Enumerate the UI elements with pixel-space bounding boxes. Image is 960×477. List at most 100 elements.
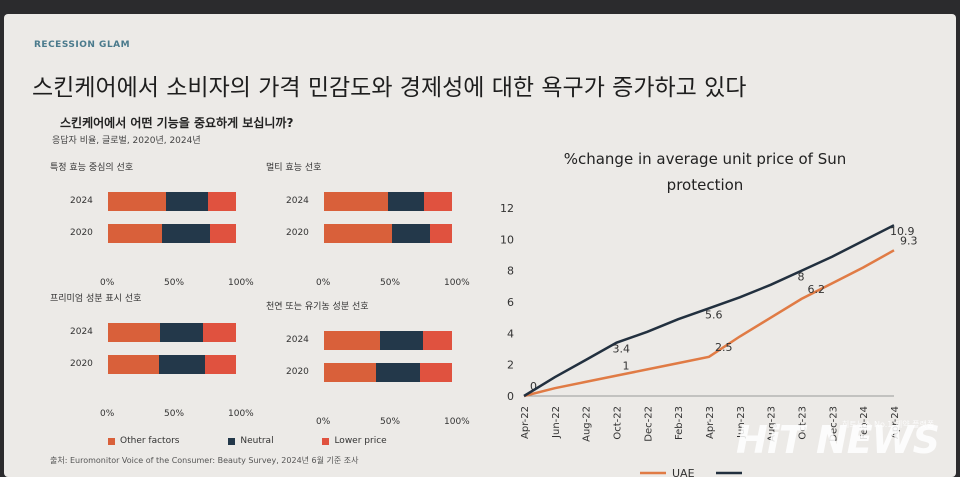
row-label-2020: 2020 (286, 228, 309, 238)
x-tick-label: Feb-23 (674, 406, 685, 440)
bar-panel-premium: 프리미엄 성분 표시 선호 2024 2020 0% 50% 100% (50, 291, 254, 431)
bar-segment-neutral (165, 192, 208, 211)
y-tick-label: 10 (500, 233, 514, 246)
x-tick-label: Oct-22 (613, 406, 624, 440)
hitnews-logo: HiT NEWS (736, 418, 940, 462)
slide: RECESSION GLAM 스킨케어에서 소비자의 가격 민감도와 경제성에 … (4, 14, 956, 477)
survey-question: 스킨케어에서 어떤 기능을 중요하게 보십니까? (60, 116, 294, 130)
data-label: 0 (530, 380, 537, 393)
data-label: 6.2 (808, 283, 826, 296)
x-tick-label: Jun-23 (736, 406, 747, 439)
bar-segment-lower (420, 363, 452, 382)
bar-segment-neutral (376, 363, 420, 382)
line-chart: %change in average unit price of Sun prot… (500, 150, 918, 477)
data-label: 1 (623, 360, 630, 373)
x-tick-label: Feb-24 (859, 406, 870, 440)
bar-segment-lower (423, 192, 452, 211)
series-line-uae (523, 249, 895, 398)
slide-headline: 스킨케어에서 소비자의 가격 민감도와 경제성에 대한 욕구가 증가하고 있다 (32, 75, 747, 101)
y-tick-label: 2 (507, 359, 514, 372)
axis-tick-label: 0% (100, 278, 115, 288)
data-label: 2.5 (715, 341, 733, 354)
data-label: 10.9 (890, 225, 915, 238)
legend-label-lower: Lower price (334, 436, 387, 446)
x-tick-label: Aug-22 (582, 406, 593, 442)
bar-panel-specific: 특정 효능 중심의 선호 2024 2020 0% 50% 100% (50, 160, 254, 300)
bar-segment-lower (210, 224, 236, 243)
source-footnote: 출처: Euromonitor Voice of the Consumer: B… (50, 456, 359, 465)
axis-tick-label: 0% (316, 278, 331, 288)
panel-title: 프리미엄 성분 표시 선호 (50, 294, 142, 304)
bar-segment-other (324, 192, 388, 211)
brand-label: RECESSION GLAM (34, 40, 131, 50)
axis-tick-label: 50% (380, 278, 401, 288)
x-tick-label: Apr-23 (705, 406, 716, 439)
legend-swatch-lower (322, 437, 330, 445)
x-tick-label: Dec-22 (643, 406, 654, 442)
bar-segment-other (108, 355, 160, 374)
row-label-2024: 2024 (70, 327, 93, 337)
data-label: 8 (798, 271, 805, 284)
x-tick-label: Apr-22 (520, 406, 531, 439)
panel-title: 멀티 효능 선호 (266, 163, 322, 173)
bar-segment-other (324, 224, 392, 243)
bar-segment-other (108, 224, 162, 243)
x-tick-label: Apr-24 (890, 406, 901, 439)
axis-tick-label: 50% (164, 409, 185, 419)
legend-label-other: Other factors (120, 436, 180, 446)
bar-segment-other (324, 363, 377, 382)
axis-tick-label: 0% (316, 417, 331, 427)
series-line-series-1 (523, 224, 895, 398)
axis-tick-label: 100% (444, 278, 470, 288)
row-label-2020: 2020 (70, 359, 93, 369)
panel-title: 천연 또는 유기농 성분 선호 (266, 302, 369, 312)
chart-title-line2: protection (667, 176, 744, 194)
legend-label-neutral: Neutral (240, 436, 274, 446)
bar-segment-neutral (160, 323, 203, 342)
bar-segment-neutral (391, 224, 431, 243)
x-tick-label: Oct-23 (798, 406, 809, 440)
y-tick-label: 4 (507, 327, 514, 340)
row-label-2024: 2024 (70, 196, 93, 206)
bar-panel-natural: 천연 또는 유기농 성분 선호 2024 2020 0% 50% 100% (266, 299, 470, 439)
bar-segment-lower (205, 355, 236, 374)
data-label: 3.4 (613, 343, 631, 356)
y-tick-label: 8 (507, 265, 514, 278)
axis-tick-label: 0% (100, 409, 115, 419)
bar-segment-other (108, 323, 161, 342)
row-label-2024: 2024 (286, 196, 309, 206)
bar-segment-lower (422, 331, 452, 350)
row-label-2024: 2024 (286, 335, 309, 345)
row-label-2020: 2020 (286, 367, 309, 377)
bar-segment-neutral (380, 331, 423, 350)
bar-segment-lower (202, 323, 236, 342)
bar-segment-neutral (159, 355, 206, 374)
data-label: 9.3 (900, 234, 918, 247)
bar-segment-other (324, 331, 381, 350)
row-label-2020: 2020 (70, 228, 93, 238)
panel-title: 특정 효능 중심의 선호 (50, 163, 134, 173)
bar-segment-other (108, 192, 166, 211)
y-tick-label: 12 (500, 202, 514, 215)
bar-segment-neutral (388, 192, 424, 211)
axis-tick-label: 100% (228, 409, 254, 419)
bar-legend: Other factors Neutral Lower price (108, 436, 387, 447)
x-tick-label: Jun-22 (551, 406, 562, 439)
axis-tick-label: 100% (444, 417, 470, 427)
axis-tick-label: 50% (164, 278, 185, 288)
legend-swatch-neutral (228, 437, 236, 445)
data-label: 5.6 (705, 308, 723, 321)
y-tick-label: 6 (507, 296, 514, 309)
hitnews-tagline: 히트뉴스 No.1 제약 플랫폼 (842, 420, 935, 429)
x-tick-label: Aug-23 (767, 406, 778, 442)
respondent-note: 응답자 비율, 글로벌, 2020년, 2024년 (52, 136, 201, 146)
bar-segment-lower (207, 192, 236, 211)
y-tick-label: 0 (507, 390, 514, 403)
axis-tick-label: 50% (380, 417, 401, 427)
x-tick-label: Dec-23 (828, 406, 839, 442)
bar-panel-multi: 멀티 효능 선호 2024 2020 0% 50% 100% (266, 160, 470, 300)
bar-segment-lower (430, 224, 452, 243)
legend-label-uae: UAE (672, 467, 695, 477)
legend-swatch-other (108, 437, 115, 445)
chart-title-line1: %change in average unit price of Sun (564, 150, 847, 168)
